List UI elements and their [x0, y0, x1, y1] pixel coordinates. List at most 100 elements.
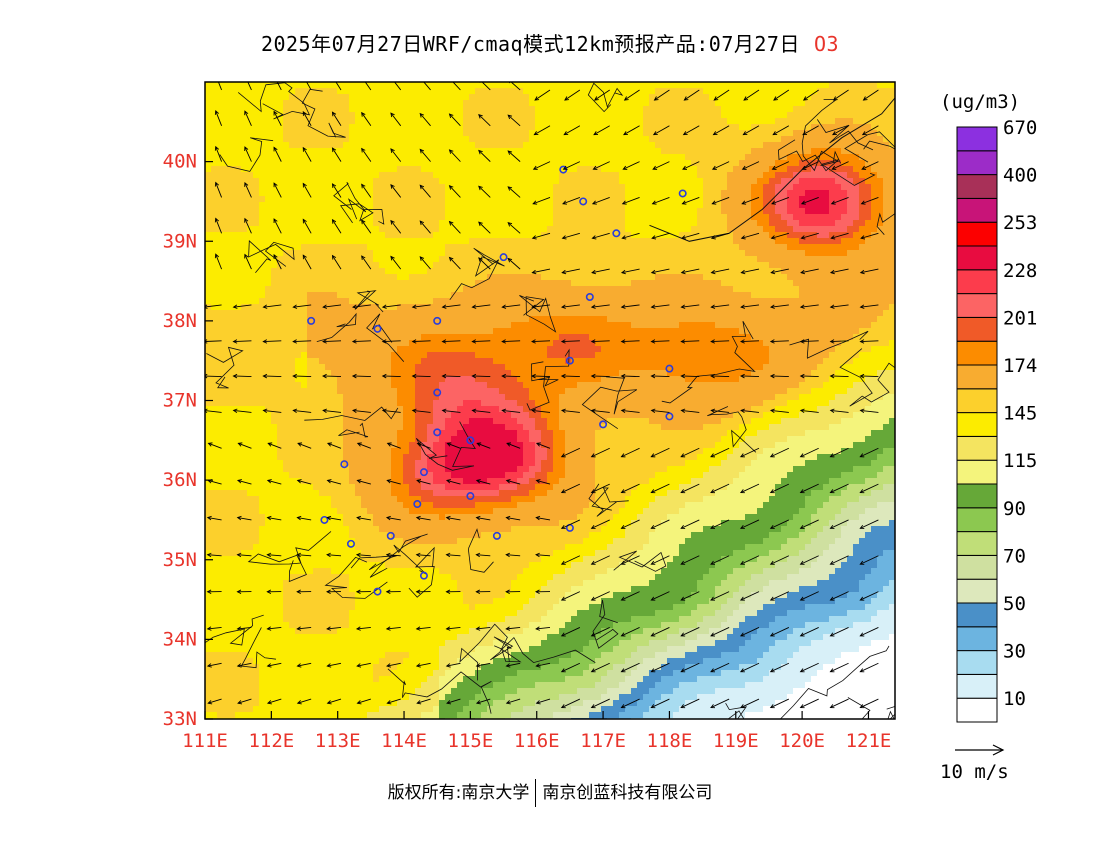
wind-arrow	[244, 110, 252, 126]
wind-arrow	[335, 82, 342, 91]
wind-arrow	[531, 339, 551, 344]
wind-arrow	[356, 479, 371, 485]
wind-arrow	[476, 442, 491, 449]
wind-arrow	[681, 232, 700, 240]
city-marker	[466, 492, 475, 501]
wind-arrow	[441, 339, 461, 344]
wind-arrow	[415, 589, 431, 594]
city-marker	[579, 197, 588, 206]
wind-arrow	[505, 515, 521, 521]
wind-arrow	[859, 447, 879, 458]
wind-arrow	[710, 447, 730, 458]
company-text: 南京创蓝科技有限公司	[542, 783, 713, 803]
y-tick-label: 38N	[163, 310, 197, 332]
wind-arrow	[266, 698, 282, 705]
wind-arrow	[799, 555, 819, 565]
wind-arrow	[561, 232, 580, 240]
legend-swatch	[956, 174, 998, 199]
wind-arrow	[205, 339, 222, 344]
wind-arrow	[292, 339, 312, 344]
wind-arrow	[740, 304, 760, 309]
wind-arrow	[742, 125, 760, 136]
wind-arrow	[232, 408, 252, 413]
wind-arrow	[561, 268, 580, 275]
city-marker	[433, 428, 442, 437]
admin-boundaries	[205, 82, 895, 719]
footer-separator	[535, 779, 537, 807]
wind-arrow	[331, 218, 342, 234]
wind-arrow	[773, 89, 790, 101]
wind-arrow	[507, 114, 521, 127]
wind-arrow	[680, 698, 700, 709]
wind-arrow	[800, 197, 819, 205]
wind-arrow	[799, 304, 819, 309]
wind-arrow	[680, 483, 700, 494]
wind-arrow	[381, 339, 401, 344]
wind-arrow	[710, 339, 730, 344]
wind-arrow	[564, 89, 581, 101]
wind-arrow	[331, 111, 342, 127]
wind-arrow	[297, 442, 312, 449]
x-tick-label: 119E	[713, 730, 759, 752]
wind-arrow	[385, 515, 401, 521]
wind-arrow	[859, 662, 879, 673]
legend-swatch	[956, 507, 998, 533]
wind-arrow	[296, 626, 312, 631]
legend-swatch	[956, 483, 998, 509]
x-tick-label: 121E	[846, 730, 892, 752]
wind-arrow	[769, 662, 790, 673]
wind-arrow	[386, 698, 401, 705]
wind-arrow	[620, 698, 640, 709]
city-marker	[612, 229, 621, 238]
wind-arrow	[829, 662, 849, 673]
wind-arrow	[859, 339, 879, 344]
wind-arrow	[262, 408, 282, 413]
wind-scale: 10 m/s	[940, 744, 1009, 783]
wind-arrow	[236, 552, 252, 558]
wind-arrow	[479, 82, 491, 91]
wind-arrow	[771, 197, 790, 205]
wind-arrow	[207, 698, 222, 705]
wind-arrow	[799, 662, 819, 673]
wind-arrow	[236, 662, 252, 668]
wind-arrow	[799, 627, 819, 637]
wind-arrow	[535, 626, 551, 631]
wind-arrow	[769, 519, 790, 529]
wind-arrow	[620, 519, 640, 529]
wind-arrow	[859, 555, 879, 565]
wind-arrow	[236, 479, 252, 485]
wind-arrow	[292, 373, 312, 379]
wind-arrow	[326, 589, 342, 594]
wind-arrow	[710, 232, 730, 240]
wind-arrow	[680, 447, 700, 458]
wind-arrow	[448, 149, 461, 162]
wind-arrow	[386, 442, 401, 449]
y-tick-label: 35N	[163, 549, 197, 571]
wind-arrow	[266, 626, 282, 631]
wind-arrow	[292, 408, 312, 413]
legend-swatch	[956, 126, 998, 152]
legend-swatch	[956, 459, 998, 485]
wind-arrow	[361, 255, 372, 270]
wind-arrow	[560, 627, 581, 637]
legend-label: 174	[1003, 355, 1037, 377]
wind-arrow	[416, 698, 431, 705]
wind-arrow	[322, 373, 342, 379]
wind-arrow	[445, 626, 461, 631]
wind-arrow	[214, 109, 223, 126]
wind-arrow	[799, 447, 819, 458]
wind-arrow	[769, 483, 790, 494]
legend-swatch	[956, 531, 998, 556]
wind-arrow	[507, 257, 521, 270]
legend-swatch	[956, 269, 998, 295]
wind-arrow	[560, 555, 581, 565]
city-marker	[433, 388, 442, 397]
wind-arrow	[859, 627, 879, 637]
wind-arrow	[620, 304, 640, 309]
wind-arrow	[296, 515, 312, 521]
wind-arrow	[236, 626, 252, 631]
wind-arrow	[560, 519, 581, 529]
wind-arrow	[535, 442, 551, 449]
wind-arrow	[710, 304, 730, 309]
wind-arrow	[423, 82, 431, 91]
